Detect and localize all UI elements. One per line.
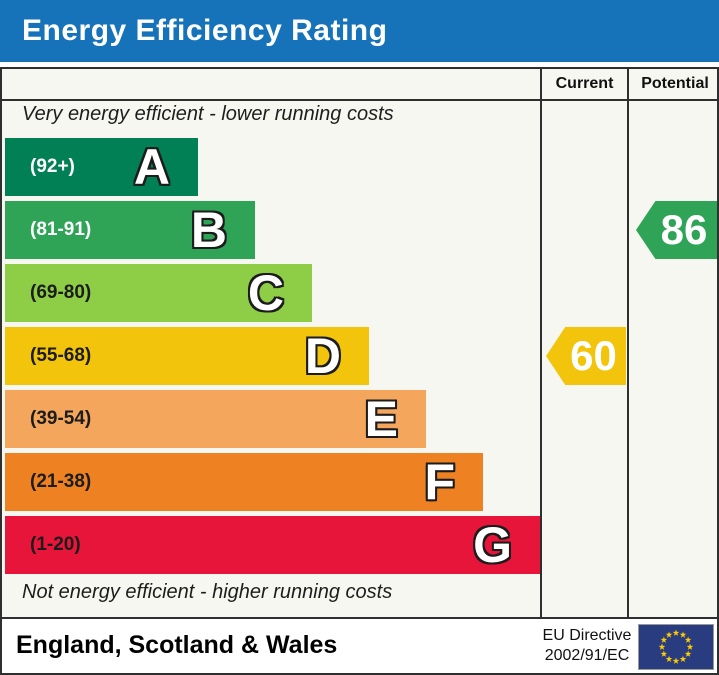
- title-bar: Energy Efficiency Rating: [0, 0, 719, 62]
- page-title: Energy Efficiency Rating: [22, 14, 388, 47]
- bottom-note: Not energy efficient - higher running co…: [22, 581, 393, 603]
- epc-band-a: (92+) A: [5, 138, 198, 196]
- band-range-label: (92+): [30, 156, 75, 177]
- footer: England, Scotland & Wales EU Directive 2…: [0, 619, 719, 675]
- epc-band-e: (39-54) E: [5, 390, 426, 448]
- epc-band-d: (55-68) D: [5, 327, 369, 385]
- region-label: England, Scotland & Wales: [16, 631, 338, 659]
- eu-directive-line1: EU Directive: [542, 627, 632, 644]
- potential-rating-value: 86: [660, 206, 708, 253]
- band-range-label: (55-68): [30, 345, 92, 366]
- eu-directive-text: EU Directive 2002/91/EC: [540, 626, 634, 666]
- band-letter: D: [304, 327, 342, 385]
- column-divider-potential: [627, 69, 629, 617]
- epc-band-g: (1-20) G: [5, 516, 540, 574]
- epc-band-f: (21-38) F: [5, 453, 483, 511]
- rating-table: Current Potential Very energy efficient …: [0, 67, 719, 619]
- current-rating-value: 60: [570, 332, 617, 379]
- band-letter: B: [190, 201, 228, 259]
- current-rating-arrow: 60: [546, 327, 626, 385]
- epc-band-b: (81-91) B: [5, 201, 255, 259]
- header-potential: Potential: [641, 75, 709, 92]
- band-range-label: (69-80): [30, 282, 92, 303]
- column-divider-current: [540, 69, 542, 617]
- band-letter: G: [472, 516, 513, 574]
- band-letter: A: [133, 138, 171, 196]
- band-range-label: (81-91): [30, 219, 92, 240]
- band-range-label: (1-20): [30, 534, 81, 555]
- band-letter: C: [247, 264, 285, 322]
- eu-flag-icon: [638, 624, 714, 670]
- potential-rating-arrow: 86: [636, 201, 717, 259]
- band-range-label: (21-38): [30, 471, 92, 492]
- header-divider: [2, 99, 717, 101]
- epc-band-c: (69-80) C: [5, 264, 312, 322]
- band-letter: F: [423, 453, 456, 511]
- header-current: Current: [555, 75, 614, 92]
- eu-directive-line2: 2002/91/EC: [544, 647, 630, 664]
- top-note: Very energy efficient - lower running co…: [22, 103, 394, 125]
- band-range-label: (39-54): [30, 408, 92, 429]
- band-letter: E: [364, 390, 399, 448]
